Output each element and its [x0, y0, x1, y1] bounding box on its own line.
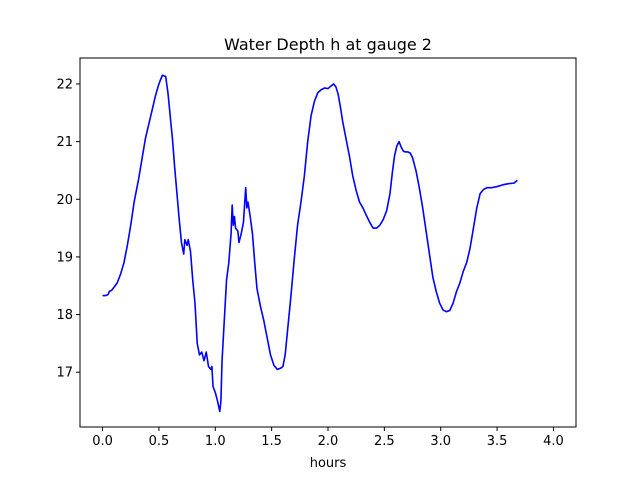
x-tick-label: 1.5 — [261, 434, 282, 449]
x-tick-label: 3.0 — [430, 434, 451, 449]
x-tick-label: 0.5 — [149, 434, 170, 449]
series-line-0 — [102, 74, 518, 413]
x-axis-label: hours — [310, 456, 347, 471]
x-tick-label: 3.5 — [487, 434, 508, 449]
y-tick-label: 22 — [56, 77, 73, 92]
x-tick-label: 2.5 — [374, 434, 395, 449]
chart-title: Water Depth h at gauge 2 — [224, 35, 432, 54]
y-tick-label: 18 — [56, 308, 73, 323]
y-tick-label: 21 — [56, 135, 73, 150]
x-tick-label: 1.0 — [205, 434, 226, 449]
series-layer — [102, 74, 518, 413]
x-tick-label: 2.0 — [318, 434, 339, 449]
x-tick-label: 4.0 — [543, 434, 564, 449]
y-tick-label: 20 — [56, 193, 73, 208]
y-axis: 17 18 19 20 21 22 — [56, 77, 80, 381]
y-tick-label: 19 — [56, 250, 73, 265]
x-tick-label: 0.0 — [92, 434, 113, 449]
y-tick-label: 17 — [56, 366, 73, 381]
x-axis: 0.0 0.5 1.0 1.5 2.0 2.5 3.0 3.5 4.0 — [92, 427, 564, 449]
